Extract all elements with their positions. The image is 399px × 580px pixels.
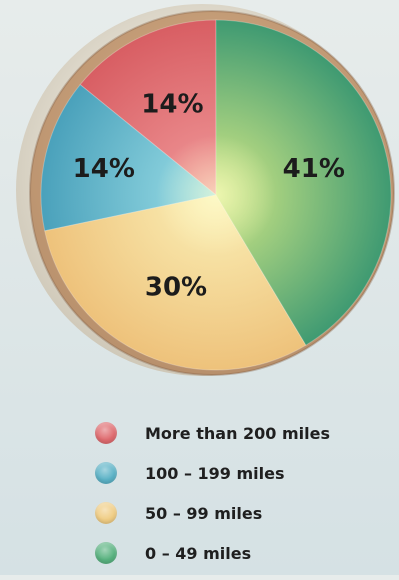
pie-chart-svg: 14% 14% 30% 41% — [16, 4, 395, 376]
legend-item-0-49: 0 – 49 miles — [95, 540, 385, 568]
pie-slice-0-49 — [215, 19, 392, 346]
legend-swatch-green — [95, 542, 117, 564]
chart-legend: More than 200 miles 100 – 199 miles 50 –… — [95, 420, 385, 580]
pie-label-more-than-200: 14% — [141, 89, 203, 119]
legend-item-50-99: 50 – 99 miles — [95, 500, 385, 528]
legend-item-more-than-200: More than 200 miles — [95, 420, 385, 448]
legend-label-0-49: 0 – 49 miles — [145, 544, 252, 563]
legend-label-50-99: 50 – 99 miles — [145, 504, 263, 523]
pie-label-50-99: 30% — [145, 272, 207, 302]
pie-inner-ring-edge — [29, 10, 395, 376]
legend-label-100-199: 100 – 199 miles — [145, 464, 285, 483]
legend-label-more-than-200: More than 200 miles — [145, 424, 331, 443]
legend-swatch-yellow — [95, 502, 117, 524]
pie-label-100-199: 14% — [73, 154, 135, 184]
pie-label-0-49: 41% — [283, 154, 345, 184]
legend-item-100-199: 100 – 199 miles — [95, 460, 385, 488]
legend-swatch-red — [95, 422, 117, 444]
legend-swatch-blue — [95, 462, 117, 484]
